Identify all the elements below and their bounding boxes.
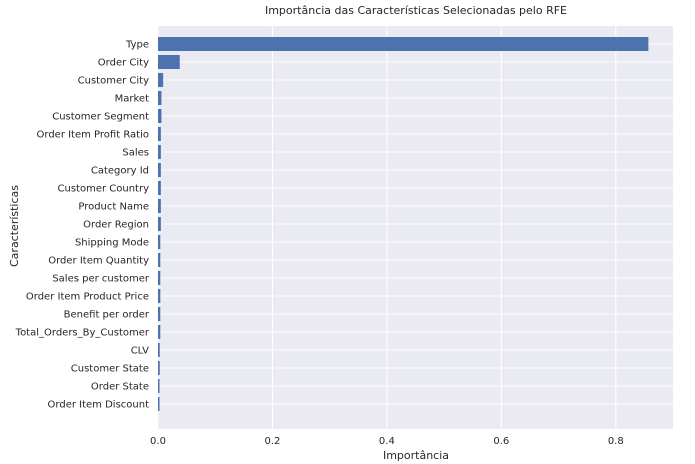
bar bbox=[158, 361, 160, 375]
y-tick-label: Order Region bbox=[83, 220, 149, 231]
y-tick-label: Sales bbox=[122, 148, 149, 159]
chart-title: Importância das Características Selecion… bbox=[265, 4, 567, 17]
plot-background bbox=[158, 26, 673, 429]
y-tick-label: Order Item Quantity bbox=[48, 256, 149, 267]
x-tick-label: 0.2 bbox=[264, 436, 280, 447]
x-tick-label: 0.8 bbox=[608, 436, 624, 447]
bar bbox=[158, 217, 161, 231]
y-tick-label: Order Item Product Price bbox=[26, 292, 149, 303]
y-tick-label: Customer Country bbox=[58, 184, 150, 195]
x-tick-labels: 0.0 0.2 0.4 0.6 0.8 bbox=[150, 436, 624, 447]
y-tick-label: Category Id bbox=[91, 166, 149, 177]
x-axis-title: Importância bbox=[383, 449, 449, 462]
x-tick-label: 0.6 bbox=[493, 436, 509, 447]
bar bbox=[158, 145, 161, 159]
x-tick-label: 0.0 bbox=[150, 436, 166, 447]
bar bbox=[158, 37, 649, 51]
bar bbox=[158, 397, 160, 411]
bar bbox=[158, 127, 161, 141]
y-tick-label: CLV bbox=[131, 346, 149, 357]
x-tick-label: 0.4 bbox=[379, 436, 395, 447]
bar bbox=[158, 181, 161, 195]
y-tick-label: Product Name bbox=[78, 202, 149, 213]
y-tick-label: Total_Orders_By_Customer bbox=[15, 328, 150, 339]
y-tick-label: Sales per customer bbox=[52, 274, 150, 285]
bar bbox=[158, 379, 160, 393]
bar bbox=[158, 307, 161, 321]
bar bbox=[158, 271, 161, 285]
y-tick-label: Type bbox=[125, 40, 149, 51]
y-tick-label: Shipping Mode bbox=[75, 238, 149, 249]
y-tick-label: Order Item Profit Ratio bbox=[37, 130, 149, 141]
bar bbox=[158, 91, 162, 105]
y-tick-label: Customer City bbox=[78, 76, 149, 87]
y-tick-label: Order State bbox=[91, 382, 149, 393]
bar bbox=[158, 109, 162, 123]
bar bbox=[158, 289, 161, 303]
bar bbox=[158, 163, 161, 177]
y-tick-label: Customer Segment bbox=[52, 112, 149, 123]
bar bbox=[158, 55, 180, 69]
y-tick-label: Order City bbox=[98, 58, 149, 69]
bar bbox=[158, 325, 161, 339]
y-tick-label: Customer State bbox=[71, 364, 149, 375]
bar bbox=[158, 199, 161, 213]
bar bbox=[158, 343, 160, 357]
bars bbox=[158, 37, 649, 411]
y-tick-label: Market bbox=[115, 94, 149, 105]
bar bbox=[158, 253, 161, 267]
y-tick-label: Benefit per order bbox=[64, 310, 150, 321]
y-axis-title: Características bbox=[8, 185, 21, 267]
y-tick-label: Order Item Discount bbox=[48, 400, 150, 411]
y-tick-labels: Type Order City Customer City Market Custome… bbox=[15, 40, 150, 411]
bar bbox=[158, 235, 161, 249]
bar bbox=[158, 73, 164, 87]
